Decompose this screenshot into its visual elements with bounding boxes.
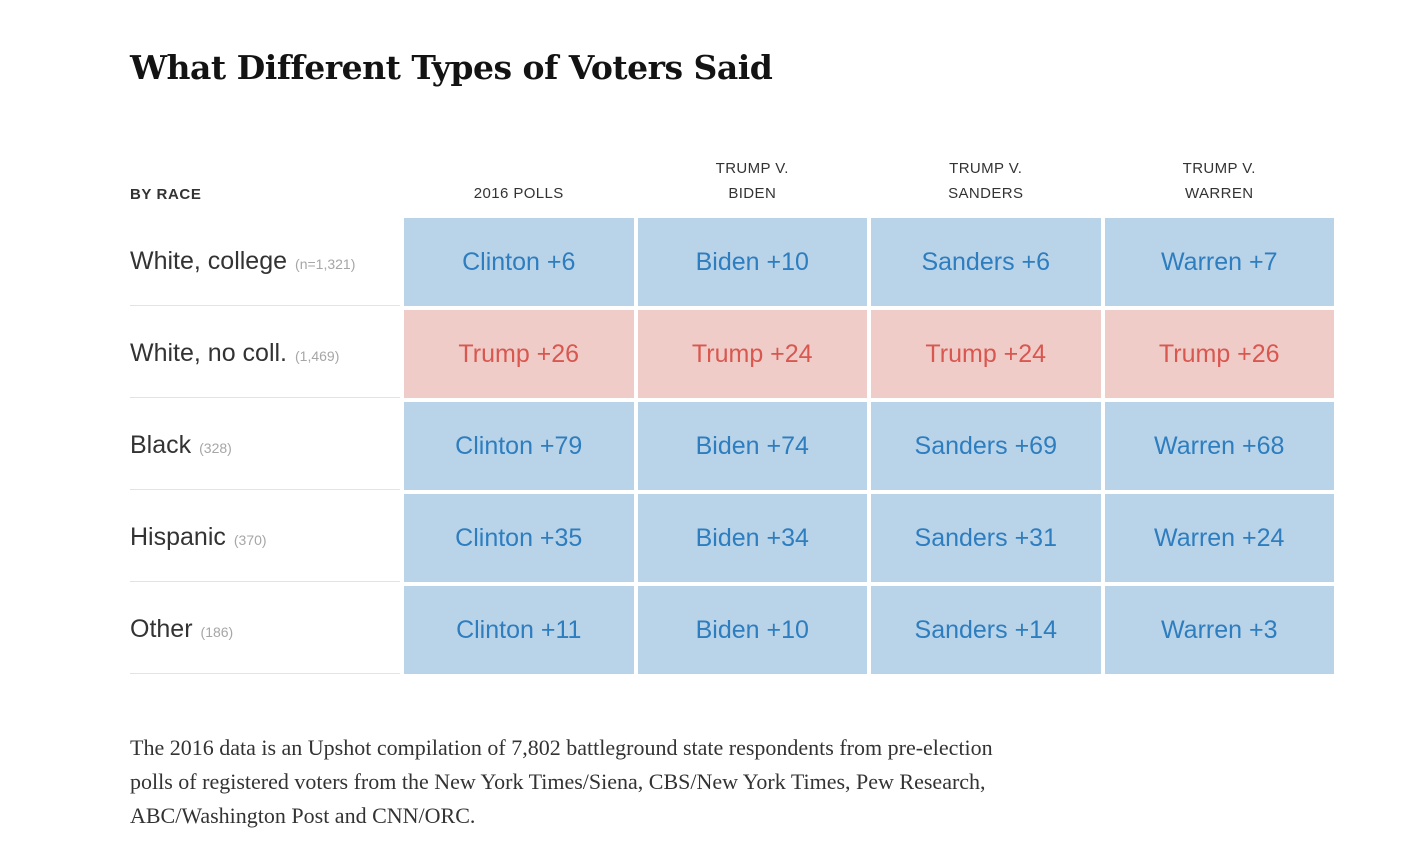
table-row-white-no-college: White, no coll. (1,469) Trump +26 Trump … [130, 310, 1334, 398]
upshot-table-graphic: What Different Types of Voters Said BY R… [130, 48, 1334, 833]
sample-size-label: (186) [200, 623, 234, 640]
column-header-line1: TRUMP V. [949, 160, 1023, 177]
result-cell: Sanders +69 [871, 402, 1101, 490]
row-label: Other (186) [130, 586, 400, 674]
result-cell: Warren +3 [1104, 586, 1334, 674]
row-label-text: Black [130, 431, 192, 459]
result-cell: Clinton +11 [404, 586, 634, 674]
source-footnote: The 2016 data is an Upshot compilation o… [130, 731, 1334, 833]
result-cell: Warren +24 [1104, 494, 1334, 582]
row-label: White, college (n=1,321) [130, 218, 400, 306]
row-label-text: White, no coll. [130, 339, 288, 367]
footnote-line: polls of registered voters from the New … [130, 769, 986, 794]
row-group-label: BY RACE [130, 186, 202, 203]
column-header-line2: WARREN [1184, 185, 1254, 202]
table-row-hispanic: Hispanic (370) Clinton +35 Biden +34 San… [130, 494, 1334, 582]
column-header-line1: TRUMP V. [715, 160, 789, 177]
row-label-text: Other [130, 615, 193, 643]
result-cell: Trump +24 [637, 310, 867, 398]
sample-size-label: (370) [233, 531, 267, 548]
table-row-white-college: White, college (n=1,321) Clinton +6 Bide… [130, 218, 1334, 306]
result-cell: Trump +26 [1104, 310, 1334, 398]
column-header-2016-polls: 2016 POLLS [404, 156, 634, 206]
sample-size-label: (n=1,321) [295, 255, 356, 272]
table-body: White, college (n=1,321) Clinton +6 Bide… [130, 218, 1334, 674]
result-cell: Biden +34 [637, 494, 867, 582]
result-cell: Sanders +14 [871, 586, 1101, 674]
result-cell: Trump +24 [871, 310, 1101, 398]
column-header-line1: TRUMP V. [1182, 160, 1256, 177]
page-title: What Different Types of Voters Said [130, 48, 773, 87]
result-cell: Warren +7 [1104, 218, 1334, 306]
row-label: White, no coll. (1,469) [130, 310, 400, 398]
result-cell: Biden +10 [637, 586, 867, 674]
table-row-black: Black (328) Clinton +79 Biden +74 Sander… [130, 402, 1334, 490]
footnote-line: ABC/Washington Post and CNN/ORC. [130, 803, 476, 828]
row-label: Black (328) [130, 402, 400, 490]
column-header-line2: BIDEN [728, 185, 777, 202]
result-cell: Trump +26 [404, 310, 634, 398]
table-row-other: Other (186) Clinton +11 Biden +10 Sander… [130, 586, 1334, 674]
result-cell: Clinton +6 [404, 218, 634, 306]
footnote-line: The 2016 data is an Upshot compilation o… [130, 735, 993, 760]
result-cell: Biden +74 [637, 402, 867, 490]
sample-size-label: (328) [199, 439, 232, 456]
result-cell: Clinton +79 [404, 402, 634, 490]
column-header-trump-v-warren: TRUMP V. WARREN [1105, 156, 1335, 206]
column-header-trump-v-biden: TRUMP V. BIDEN [638, 156, 868, 206]
result-cell: Warren +68 [1104, 402, 1334, 490]
row-label: Hispanic (370) [130, 494, 400, 582]
column-header-line2: 2016 POLLS [473, 185, 564, 202]
result-cell: Clinton +35 [404, 494, 634, 582]
column-header-trump-v-sanders: TRUMP V. SANDERS [871, 156, 1101, 206]
sample-size-label: (1,469) [295, 347, 340, 364]
row-label-text: Hispanic [130, 523, 226, 551]
row-label-text: White, college [130, 247, 288, 275]
result-cell: Sanders +31 [871, 494, 1101, 582]
result-cell: Sanders +6 [871, 218, 1101, 306]
column-header-line2: SANDERS [948, 185, 1024, 202]
table-header-row: BY RACE 2016 POLLS TRUMP V. BIDEN TRUMP V… [130, 156, 1334, 206]
result-cell: Biden +10 [637, 218, 867, 306]
